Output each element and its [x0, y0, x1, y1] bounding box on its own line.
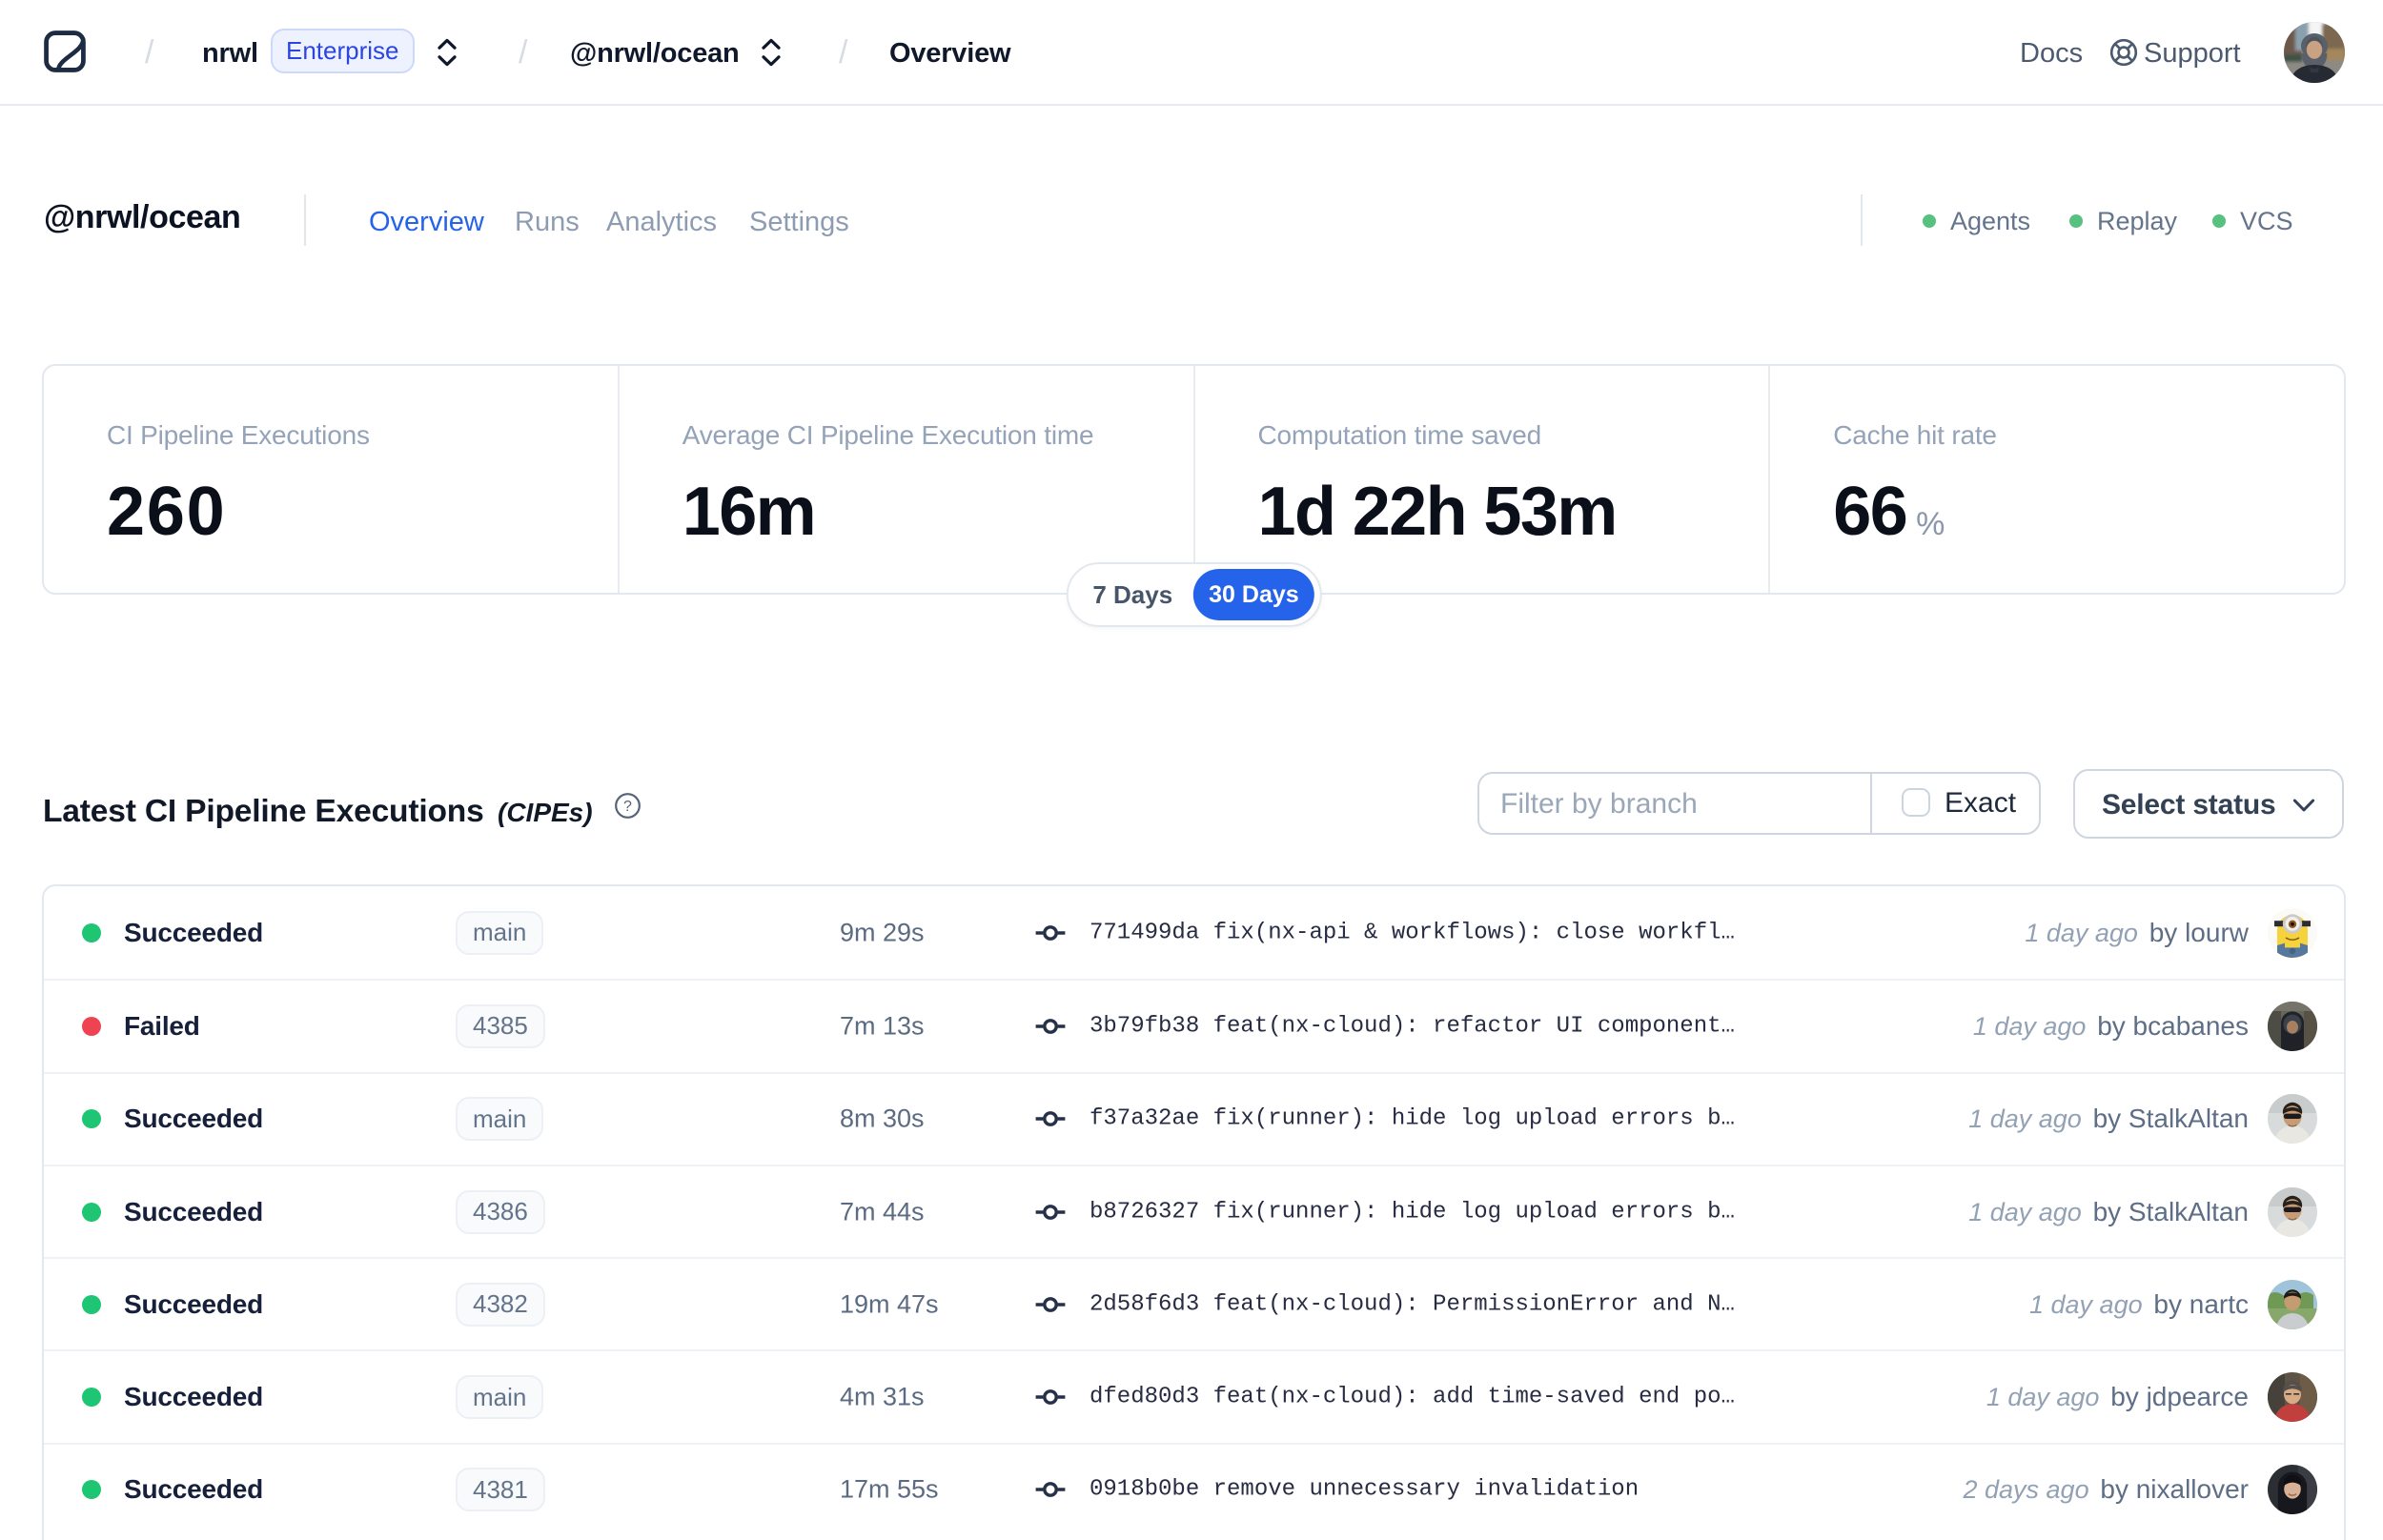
svg-text:?: ? [623, 798, 632, 815]
